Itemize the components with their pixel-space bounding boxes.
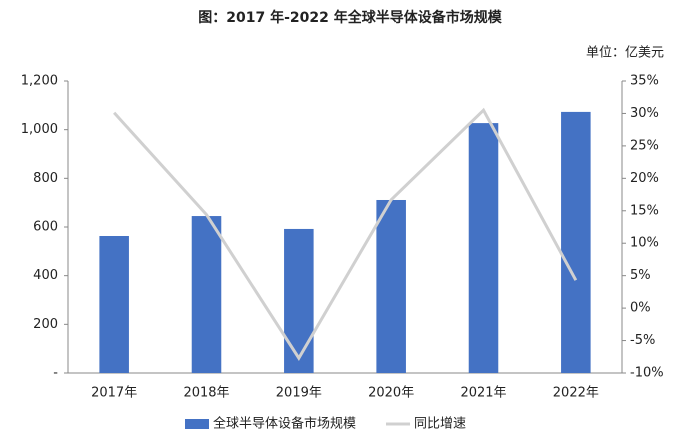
- x-tick-label: 2017年: [91, 386, 137, 401]
- y2-tick-label: 25%: [630, 138, 659, 153]
- bar: [376, 199, 406, 373]
- bar: [99, 236, 129, 373]
- legend-label: 全球半导体设备市场规模: [213, 416, 356, 432]
- line: [113, 107, 578, 361]
- y-tick-label: 1,000: [21, 122, 58, 137]
- y-tick-label: 800: [33, 171, 58, 186]
- y2-tick-label: 10%: [630, 236, 659, 251]
- y2-tick-label: 30%: [630, 106, 659, 121]
- y2-tick-label: 20%: [630, 171, 659, 186]
- y2-tick-label: 15%: [630, 203, 659, 218]
- y2-tick-label: 0%: [630, 301, 651, 316]
- x-tick-label: 2022年: [553, 386, 599, 401]
- legend-label: 同比增速: [414, 417, 466, 432]
- y-tick-label: -: [53, 366, 58, 381]
- unit-label: 单位：亿美元: [586, 46, 664, 61]
- bar: [191, 216, 222, 373]
- y2-tick-label: -10%: [630, 366, 664, 381]
- y-tick-label: 1,200: [21, 74, 58, 89]
- y-tick-label: 400: [33, 268, 58, 283]
- x-tick-label: 2021年: [460, 386, 506, 401]
- y-tick-label: 600: [33, 220, 58, 235]
- x-tick-label: 2018年: [183, 386, 229, 401]
- y-tick-label: 200: [33, 317, 58, 332]
- x-tick-label: 2020年: [368, 386, 414, 401]
- legend-swatch: [185, 419, 209, 429]
- x-tick-label: 2019年: [276, 386, 322, 401]
- chart-title: 图：2017 年-2022 年全球半导体设备市场规模: [198, 9, 502, 26]
- bar: [284, 228, 314, 373]
- bar: [468, 123, 499, 373]
- y2-tick-label: -5%: [630, 333, 655, 348]
- y2-tick-label: 5%: [630, 268, 651, 283]
- y2-tick-label: 35%: [630, 74, 659, 89]
- bar: [561, 111, 591, 374]
